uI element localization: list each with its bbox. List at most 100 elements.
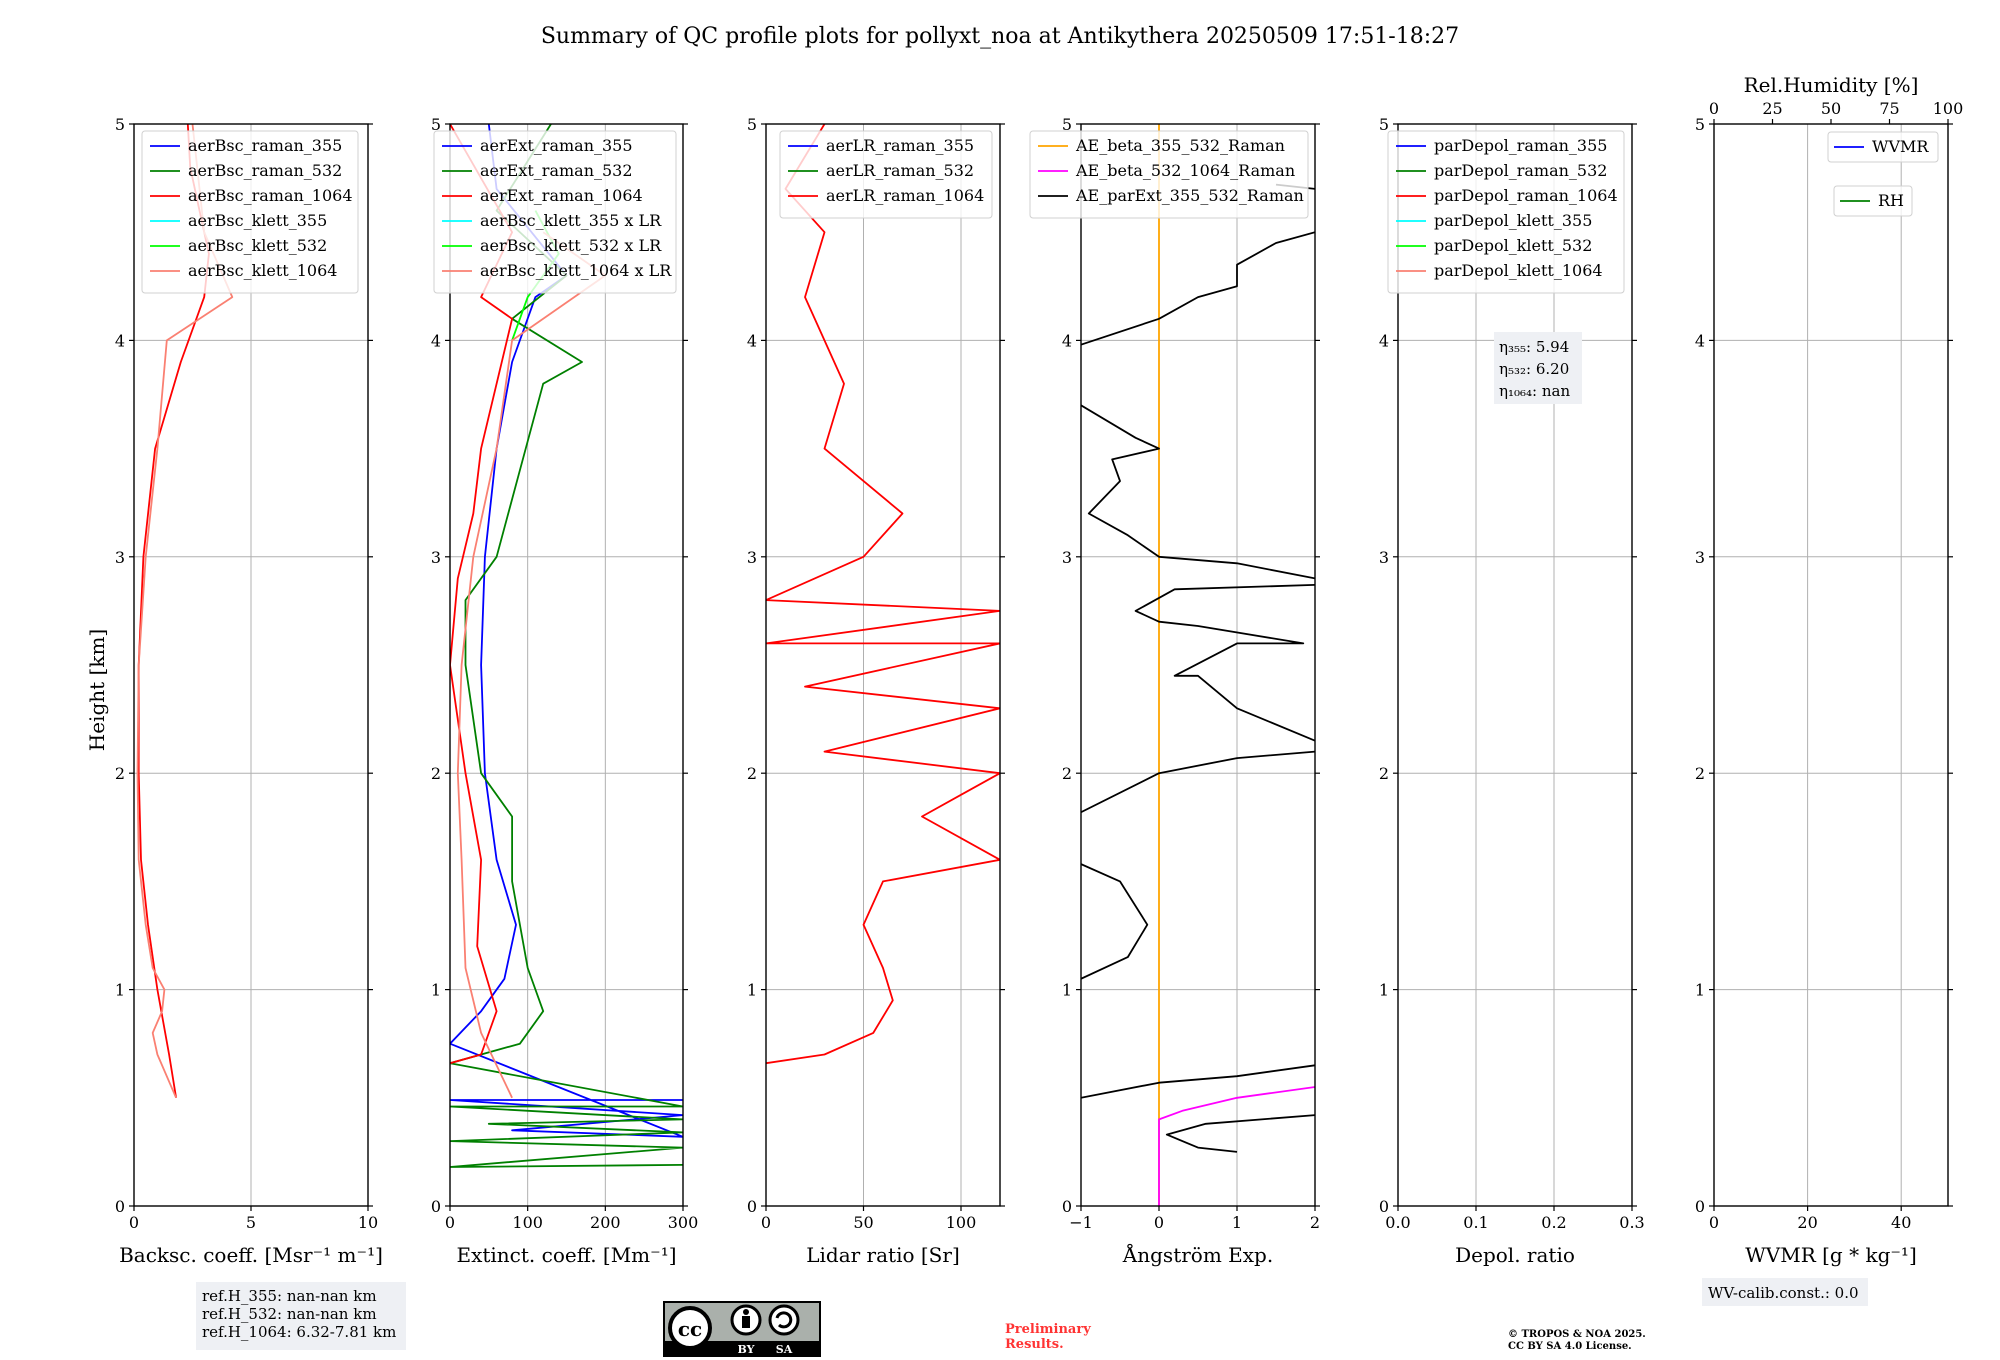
y-tick-label: 3 [1062,548,1072,567]
x-axis-label: Backsc. coeff. [Msr⁻¹ m⁻¹] [119,1243,383,1267]
x-tick-label: 100 [512,1213,543,1232]
legend-entry: aerLR_raman_355 [826,136,974,155]
reference-height-box: ref.H_355: nan-nan km ref.H_532: nan-nan… [196,1282,406,1350]
legend-entry: RH [1878,191,1904,210]
x-tick-label: 0 [1709,1213,1719,1232]
x-tick-label: 2 [1310,1213,1320,1232]
x-tick-label: 40 [1891,1213,1911,1232]
ref-box-bg [196,1282,406,1350]
y-tick-label: 3 [747,548,757,567]
x-axis-label: Ångström Exp. [1122,1242,1273,1267]
legend-entry: aerExt_raman_1064 [480,186,643,205]
y-tick-label: 5 [115,115,125,134]
legend-entry: aerLR_raman_532 [826,161,974,180]
y-tick-label: 0 [431,1197,441,1216]
attribution-icon-body [742,1316,750,1328]
panel-lr: 0 50 100 0 1 2 3 4 5 Lidar ratio [Sr] aerLR_raman_… [747,115,1005,1267]
attribution-icon-head [743,1309,749,1315]
legend-box [141,130,359,294]
y-axis-label: Height [km] [85,629,109,751]
legend-entry: WVMR [1872,137,1929,156]
x2-tick-label: 50 [1821,99,1841,118]
series-line-aerExt_raman_1064 [450,124,513,1065]
panel-wv: 0 20 40 0 1 2 3 4 5 WVMR [g * kg⁻¹] 0 25 50 75 100 Rel.… [1695,73,1963,1267]
series-line-aerLR_raman_1064 [766,124,1000,1065]
legend-entry: parDepol_klett_355 [1434,211,1592,230]
y-tick-label: 1 [747,981,757,1000]
legend-entry: AE_parExt_355_532_Raman [1075,186,1304,205]
y-tick-label: 1 [115,981,125,1000]
eta-532: η₅₃₂: 6.20 [1499,360,1569,378]
y-tick-label: 4 [1062,331,1072,350]
series-line-aerBsc_klett_1064 [136,124,234,1099]
cc-by-sa-badge: cc BY SA [663,1301,821,1357]
x-tick-label: 200 [590,1213,621,1232]
legend-entry: aerBsc_klett_1064 x LR [480,261,672,280]
y-tick-label: 5 [1379,115,1389,134]
copyright-line1: © TROPOS & NOA 2025. [1508,1329,1646,1340]
x-axis-label: WVMR [g * kg⁻¹] [1745,1243,1917,1267]
legend-entry: parDepol_klett_1064 [1434,261,1603,280]
badge-by: BY [738,1343,755,1356]
axes-frame [1713,123,1949,1207]
panel-bsc: 0 5 10 0 1 2 3 4 5 Backsc. coeff. [Msr⁻¹ m⁻¹] aerB… [115,115,383,1267]
series-line-aerBsc_klett_1064 x LR [456,231,607,1099]
series-group [450,124,683,1168]
y-tick-label: 2 [747,764,757,783]
x-axis-label: Lidar ratio [Sr] [806,1243,960,1267]
ref-h-355: ref.H_355: nan-nan km [202,1287,377,1305]
y-tick-label: 5 [747,115,757,134]
panel-depol: 0.0 0.1 0.2 0.3 0 1 2 3 4 5 Depol. ratio parDepol_r… [1379,115,1645,1267]
eta-annotation: η₃₅₅: 5.94 η₅₃₂: 6.20 η₁₀₆₄: nan [1494,332,1582,404]
y-tick-label: 4 [431,331,441,350]
y-tick-label: 4 [115,331,125,350]
x-tick-label: 0 [1154,1213,1164,1232]
y-tick-label: 2 [1695,764,1705,783]
y-tick-label: 3 [1695,548,1705,567]
legend-box [1387,130,1625,294]
y-tick-label: 2 [431,764,441,783]
legend-entry: parDepol_raman_1064 [1434,186,1618,205]
legend-entry: aerBsc_klett_355 x LR [480,211,662,230]
copyright-line2: CC BY SA 4.0 License. [1508,1341,1632,1352]
x-tick-label: 50 [853,1213,873,1232]
x-tick-label: 0.3 [1619,1213,1644,1232]
x2-tick-label: 25 [1762,99,1782,118]
x2-tick-label: 100 [1933,99,1964,118]
x-tick-label: 1 [1232,1213,1242,1232]
legend-box [1827,131,1939,163]
legend-entry: AE_beta_532_1064_Raman [1075,161,1295,180]
legend-entry: aerBsc_raman_1064 [188,186,353,205]
series-group [1081,124,1315,1206]
x-tick-label: 0 [761,1213,771,1232]
legend-box [1029,130,1309,219]
legend-entry: aerBsc_klett_1064 [188,261,337,280]
legend-entry: aerBsc_klett_355 [188,211,327,230]
x2-axis-label: Rel.Humidity [%] [1744,73,1919,97]
legend-box [779,130,993,219]
x-tick-label: 10 [358,1213,378,1232]
x-tick-label: −1 [1069,1213,1093,1232]
y-tick-label: 2 [1062,764,1072,783]
y-tick-label: 0 [747,1197,757,1216]
x-tick-label: 0.2 [1541,1213,1566,1232]
y-tick-label: 0 [1062,1197,1072,1216]
x-tick-label: 5 [246,1213,256,1232]
y-tick-label: 4 [1695,331,1705,350]
share-alike-icon [768,1304,800,1336]
y-tick-label: 3 [115,548,125,567]
x-tick-label: 20 [1797,1213,1817,1232]
share-alike-arrow [775,1311,793,1329]
wv-calib-box: WV-calib.const.: 0.0 [1702,1278,1868,1306]
series-line-aerExt_raman_355 [450,124,683,1138]
wv-calib-bg [1702,1278,1868,1306]
preliminary-line2: Results. [1005,1337,1064,1352]
legend-entry: aerBsc_klett_532 [188,236,327,255]
y-tick-label: 1 [1695,981,1705,1000]
legend-entry: aerBsc_raman_355 [188,136,342,155]
eta-box [1494,332,1582,404]
x2-tick-label: 0 [1709,99,1719,118]
y-tick-label: 0 [115,1197,125,1216]
